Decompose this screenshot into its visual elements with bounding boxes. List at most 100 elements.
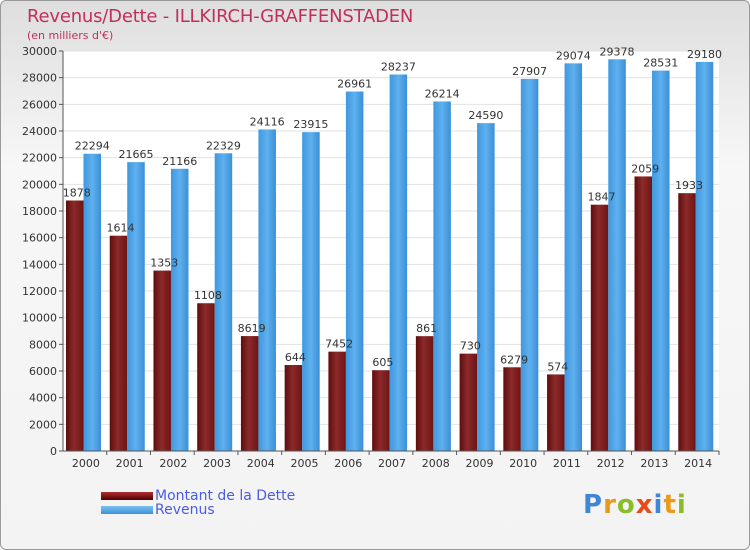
- x-tick-label: 2000: [72, 457, 100, 470]
- y-tick-label: 30000: [22, 45, 57, 58]
- y-tick-label: 8000: [29, 338, 57, 351]
- bar-revenus: [170, 168, 189, 451]
- data-label-revenus: 26214: [425, 87, 460, 100]
- x-tick-label: 2005: [291, 457, 319, 470]
- bar-dette: [109, 235, 128, 451]
- data-label-dette: 605: [372, 356, 393, 369]
- bar-revenus: [389, 74, 408, 452]
- y-tick-label: 12000: [22, 285, 57, 298]
- x-tick-label: 2003: [203, 457, 231, 470]
- bar-dette: [415, 336, 434, 451]
- bar-revenus: [83, 153, 101, 451]
- data-label-revenus: 22294: [75, 140, 110, 153]
- x-tick-label: 2007: [378, 457, 406, 470]
- y-tick-label: 16000: [22, 232, 57, 245]
- data-label-revenus: 24116: [250, 115, 285, 128]
- x-tick-label: 2011: [553, 457, 581, 470]
- data-label-revenus: 28531: [643, 57, 678, 70]
- bar-dette: [634, 176, 653, 451]
- bar-revenus: [695, 61, 714, 451]
- bar-revenus: [302, 132, 320, 451]
- data-label-revenus: 21166: [162, 155, 197, 168]
- y-tick-label: 4000: [29, 392, 57, 405]
- data-label-dette: 1847: [588, 191, 616, 204]
- data-label-revenus: 27907: [512, 65, 547, 78]
- x-tick-label: 2014: [684, 457, 712, 470]
- legend-swatch-dette: [101, 492, 153, 500]
- bar-revenus: [520, 78, 539, 451]
- bar-revenus: [433, 101, 451, 451]
- data-label-dette: 861: [416, 322, 437, 335]
- proxiti-logo: Proxiti: [583, 490, 687, 520]
- x-tick-label: 2013: [640, 457, 668, 470]
- data-label-revenus: 22329: [206, 139, 241, 152]
- legend-item-dette: Montant de la Dette: [101, 488, 295, 504]
- y-tick-label: 14000: [22, 258, 57, 271]
- bar-revenus: [214, 153, 233, 451]
- x-tick-label: 2010: [509, 457, 537, 470]
- data-label-revenus: 21665: [118, 148, 153, 161]
- bar-dette: [372, 370, 390, 451]
- y-tick-label: 10000: [22, 312, 57, 325]
- data-label-dette: 1933: [675, 179, 703, 192]
- data-label-dette: 1878: [63, 187, 91, 200]
- bar-dette: [503, 367, 521, 451]
- data-label-revenus: 29378: [600, 45, 635, 58]
- bar-dette: [328, 351, 346, 451]
- y-tick-label: 6000: [29, 365, 57, 378]
- data-label-dette: 8619: [238, 322, 266, 335]
- x-tick-label: 2001: [116, 457, 144, 470]
- bar-revenus: [127, 162, 145, 451]
- bar-revenus: [608, 59, 626, 451]
- bar-dette: [197, 303, 215, 451]
- bar-dette: [153, 270, 171, 451]
- y-tick-label: 0: [50, 445, 57, 458]
- x-tick-label: 2004: [247, 457, 275, 470]
- y-tick-label: 20000: [22, 178, 57, 191]
- bar-revenus: [258, 129, 276, 451]
- legend-label-dette: Montant de la Dette: [155, 488, 296, 504]
- y-tick-label: 22000: [22, 152, 57, 165]
- bar-revenus: [564, 63, 583, 451]
- legend-label-revenus: Revenus: [155, 502, 215, 518]
- chart-title: Revenus/Dette - ILLKIRCH-GRAFFENSTADEN: [27, 6, 414, 27]
- data-label-dette: 1353: [150, 257, 178, 270]
- x-tick-label: 2012: [597, 457, 625, 470]
- data-label-dette: 2059: [631, 162, 659, 175]
- x-tick-label: 2002: [159, 457, 187, 470]
- data-label-revenus: 24590: [468, 109, 503, 122]
- data-label-dette: 7452: [325, 338, 353, 351]
- legend-swatch-revenus: [101, 506, 153, 514]
- y-tick-label: 28000: [22, 72, 57, 85]
- data-label-dette: 644: [285, 351, 306, 364]
- data-label-revenus: 26961: [337, 78, 372, 91]
- data-label-dette: 1108: [194, 289, 222, 302]
- bar-dette: [678, 193, 696, 451]
- data-label-revenus: 28237: [381, 61, 416, 74]
- data-label-dette: 730: [460, 340, 481, 353]
- y-tick-label: 2000: [29, 418, 57, 431]
- x-tick-label: 2006: [334, 457, 362, 470]
- bar-dette: [240, 336, 259, 451]
- bar-revenus: [477, 123, 495, 451]
- y-tick-label: 26000: [22, 98, 57, 111]
- bar-dette: [284, 365, 303, 451]
- legend-item-revenus: Revenus: [101, 502, 215, 518]
- bar-dette: [590, 204, 609, 451]
- bar-dette: [459, 353, 478, 451]
- chart-subtitle: (en milliers d'€): [27, 29, 114, 42]
- bar-dette: [547, 374, 565, 451]
- y-tick-label: 24000: [22, 125, 57, 138]
- data-label-dette: 6279: [500, 353, 528, 366]
- bar-dette: [66, 200, 84, 451]
- data-label-revenus: 23915: [293, 118, 328, 131]
- x-tick-label: 2009: [465, 457, 493, 470]
- bar-revenus: [345, 91, 364, 452]
- data-label-revenus: 29180: [687, 48, 722, 61]
- y-tick-label: 18000: [22, 205, 57, 218]
- data-label-revenus: 29074: [556, 49, 591, 62]
- bar-revenus: [652, 70, 670, 451]
- x-tick-label: 2008: [422, 457, 450, 470]
- data-label-dette: 574: [547, 360, 568, 373]
